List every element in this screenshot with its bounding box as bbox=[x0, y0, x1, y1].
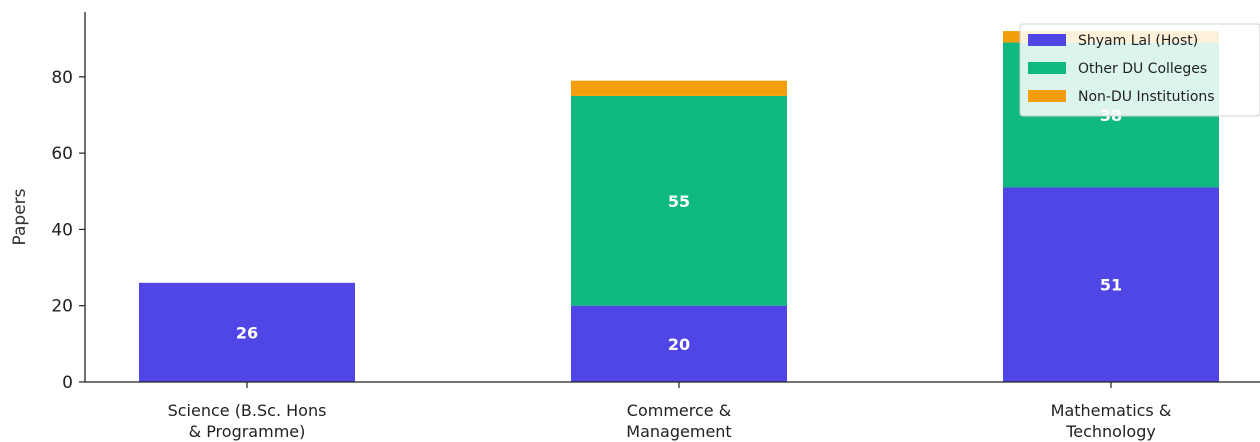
bar-segment bbox=[1003, 187, 1219, 382]
data-label: 55 bbox=[668, 192, 690, 211]
y-tick-label: 80 bbox=[51, 68, 73, 88]
x-tick-label: Science (B.Sc. Hons & Programme) bbox=[168, 401, 327, 441]
legend-box bbox=[1019, 23, 1260, 117]
bar-segment bbox=[571, 80, 787, 96]
bar-segment bbox=[571, 305, 787, 382]
data-label: 51 bbox=[1100, 276, 1122, 295]
axes-layer: 0 20 40 60 80 Science (B.Sc. Hons & Programme)… bbox=[10, 12, 1260, 441]
legend-swatch bbox=[1028, 62, 1066, 74]
x-tick-label: Mathematics & Technology bbox=[1051, 401, 1172, 441]
legend: Shyam Lal (Host) Other DU Colleges Non-DU … bbox=[1019, 23, 1260, 117]
y-tick-label: 40 bbox=[51, 220, 73, 240]
bar-segment bbox=[571, 95, 787, 306]
y-tick-label: 0 bbox=[62, 373, 73, 393]
x-tick-label: Commerce & Management bbox=[626, 401, 731, 441]
y-axis-title: Papers bbox=[10, 188, 30, 245]
legend-entry: Shyam Lal (Host) bbox=[1078, 33, 1198, 49]
data-label: 26 bbox=[236, 323, 258, 342]
y-tick-label: 60 bbox=[51, 144, 73, 164]
y-tick-label: 20 bbox=[51, 297, 73, 317]
legend-swatch bbox=[1028, 90, 1066, 102]
legend-entry: Other DU Colleges bbox=[1078, 61, 1207, 77]
legend-swatch bbox=[1028, 34, 1066, 46]
data-label: 20 bbox=[668, 335, 690, 354]
legend-entry: Non-DU Institutions bbox=[1078, 89, 1215, 105]
bar-segment bbox=[139, 282, 355, 382]
